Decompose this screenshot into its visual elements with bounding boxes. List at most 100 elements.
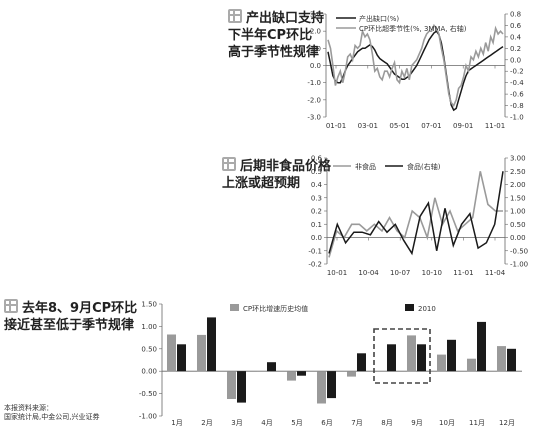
tick-label-right: -0.4 bbox=[510, 79, 524, 87]
bar-2010 bbox=[237, 371, 246, 403]
series-line-0 bbox=[327, 30, 504, 112]
tick-label-left: 0.4 bbox=[311, 181, 323, 189]
bar-historical-avg bbox=[257, 371, 266, 372]
bar-historical-avg bbox=[467, 358, 476, 372]
note-output-gap: 产出缺口支持 下半年CP环比 高于季节性规律 bbox=[228, 8, 324, 61]
note-bot-line1: 去年8、9月CP环比 bbox=[22, 301, 138, 316]
tick-label-left: 0.0 bbox=[310, 62, 321, 70]
tick-label-left: 2.0 bbox=[310, 28, 321, 36]
series-line-1 bbox=[328, 171, 504, 256]
tick-label-right: 0.00 bbox=[510, 234, 526, 242]
tick-label-x: 11-01 bbox=[453, 269, 473, 277]
tick-label-x: 1月 bbox=[171, 419, 182, 427]
bar-2010 bbox=[177, 344, 186, 372]
tick-label-x: 10-07 bbox=[390, 269, 410, 277]
tick-label-right: 2.00 bbox=[510, 181, 526, 189]
bar-2010 bbox=[267, 362, 276, 372]
bar-historical-avg bbox=[197, 334, 206, 372]
tick-label-x: 7月 bbox=[351, 419, 362, 427]
tick-label-x: 9月 bbox=[411, 419, 422, 427]
tick-label-left: 0.6 bbox=[311, 155, 323, 163]
tick-label-left: -3.0 bbox=[307, 114, 321, 122]
tick-label-left: -2.0 bbox=[307, 96, 321, 104]
tick-label-left: -1.0 bbox=[307, 79, 321, 87]
bar-historical-avg bbox=[497, 346, 506, 372]
tick-label-x: 11月 bbox=[469, 419, 485, 427]
tick-label-right: -0.50 bbox=[510, 247, 528, 255]
bar-historical-avg bbox=[167, 334, 176, 372]
tick-label-left: 0.1 bbox=[311, 221, 322, 229]
tick-label-right: 0.0 bbox=[510, 56, 521, 64]
tick-label-left: 1.0 bbox=[310, 45, 321, 53]
tick-label-x: 11-01 bbox=[485, 122, 505, 130]
tick-label-x: 8月 bbox=[381, 419, 392, 427]
note-top-line1: 产出缺口支持 bbox=[246, 11, 325, 26]
bar-historical-avg bbox=[227, 371, 236, 399]
tick-label-right: -0.6 bbox=[510, 91, 524, 99]
tick-label-x: 01-01 bbox=[326, 122, 346, 130]
tick-label-right: 1.50 bbox=[510, 194, 526, 202]
tick-label-x: 10-04 bbox=[358, 269, 379, 277]
tick-label-x: 11-04 bbox=[485, 269, 506, 277]
tick-label-right: -1.0 bbox=[510, 114, 524, 122]
tick-label-right: -1.00 bbox=[510, 261, 528, 269]
tick-label-y: -0.50 bbox=[139, 390, 157, 398]
tick-label-y: 1.00 bbox=[141, 323, 157, 331]
bar-2010 bbox=[207, 317, 216, 372]
plus-icon bbox=[222, 157, 236, 171]
bar-2010 bbox=[357, 353, 366, 372]
legend-label-gray: CP环比超季节性(%, 3MMA, 右轴) bbox=[359, 24, 467, 33]
legend-label-dark: 产出缺口(%) bbox=[359, 14, 399, 23]
note-nonfood: 后期非食品价格 上涨或超预期 bbox=[222, 156, 331, 192]
note-mid-line1: 后期非食品价格 bbox=[240, 159, 332, 174]
note-top-line2: 下半年CP环比 bbox=[228, 28, 313, 43]
bar-historical-avg bbox=[407, 335, 416, 372]
tick-label-x: 10-10 bbox=[422, 269, 442, 277]
series-line-0 bbox=[328, 171, 503, 258]
series-line-1 bbox=[327, 23, 504, 108]
tick-label-right: 0.8 bbox=[510, 11, 521, 19]
tick-label-left: 0.0 bbox=[311, 234, 322, 242]
legend-swatch-dark bbox=[405, 304, 414, 311]
tick-label-x: 09-01 bbox=[453, 122, 473, 130]
tick-label-right: 0.6 bbox=[510, 22, 522, 30]
tick-label-x: 10月 bbox=[439, 419, 455, 427]
tick-label-left: -0.1 bbox=[308, 247, 322, 255]
tick-label-right: 3.00 bbox=[510, 155, 526, 163]
tick-label-right: -0.2 bbox=[510, 68, 524, 76]
tick-label-left: -0.2 bbox=[308, 261, 322, 269]
legend-label-dark: 食品(右轴) bbox=[407, 162, 441, 171]
plus-icon bbox=[4, 299, 18, 313]
tick-label-y: 0.50 bbox=[141, 345, 157, 353]
plus-icon bbox=[228, 9, 242, 23]
tick-label-x: 07-01 bbox=[421, 122, 441, 130]
tick-label-right: 0.4 bbox=[510, 33, 522, 41]
tick-label-x: 4月 bbox=[261, 419, 272, 427]
note-top-line3: 高于季节性规律 bbox=[228, 45, 320, 60]
legend-swatch-gray bbox=[230, 304, 239, 311]
note-bot-line2: 接近甚至低于季节规律 bbox=[4, 318, 135, 333]
tick-label-x: 05-01 bbox=[389, 122, 409, 130]
bar-2010 bbox=[447, 339, 456, 372]
tick-label-x: 2月 bbox=[201, 419, 212, 427]
source-note: 本报资料来源： 国家统计局,中金公司,兴业证券 bbox=[4, 404, 99, 422]
tick-label-right: 0.50 bbox=[510, 221, 526, 229]
bar-2010 bbox=[417, 344, 426, 372]
tick-label-x: 3月 bbox=[231, 419, 242, 427]
tick-label-y: -1.00 bbox=[139, 413, 157, 421]
bar-historical-avg bbox=[377, 371, 386, 372]
tick-label-right: 2.50 bbox=[510, 168, 526, 176]
tick-label-left: 0.2 bbox=[311, 208, 322, 216]
legend-label-gray: 非食品 bbox=[355, 162, 376, 171]
tick-label-y: 1.50 bbox=[141, 301, 157, 309]
note-mid-line2: 上涨或超预期 bbox=[222, 176, 301, 191]
tick-label-x: 03-01 bbox=[358, 122, 378, 130]
legend-label-gray: CP环比增速历史均值 bbox=[243, 304, 308, 313]
legend-label-dark: 2010 bbox=[418, 305, 436, 313]
bar-2010 bbox=[477, 321, 486, 372]
bar-historical-avg bbox=[347, 371, 356, 377]
tick-label-left: 0.5 bbox=[311, 168, 322, 176]
highlight-box bbox=[373, 328, 431, 384]
bar-historical-avg bbox=[287, 371, 296, 381]
